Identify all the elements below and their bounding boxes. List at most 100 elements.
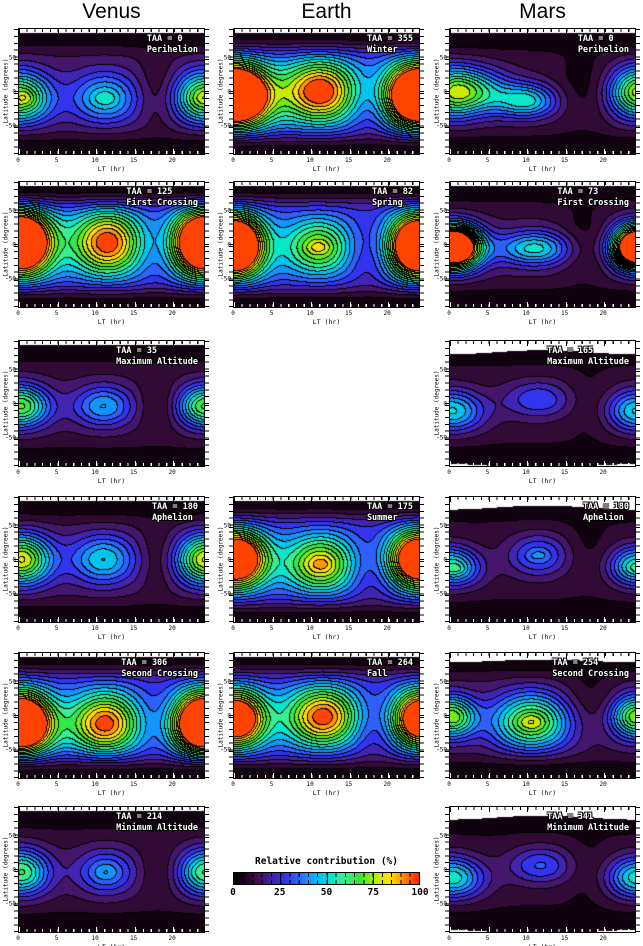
y-major-tick [204, 59, 209, 61]
y-major-tick [419, 212, 424, 214]
y-major-tick [635, 246, 640, 248]
axis-minor-ticks-right [205, 182, 209, 307]
x-major-tick [173, 29, 175, 34]
y-major-tick [14, 904, 19, 906]
y-tick-label: 0 [12, 88, 16, 96]
y-major-tick [229, 527, 234, 529]
x-major-tick [450, 773, 451, 778]
colorbar-major-tick [372, 873, 374, 884]
y-major-tick [229, 750, 234, 752]
y-major-tick [229, 246, 234, 248]
panel-mars-row4: TAA = 180 Aphelion 0 5 10 15 20 LT (hr) 50 0 -50 La… [434, 496, 640, 646]
x-tick-label: 5 [54, 935, 59, 942]
x-tick-label: 0 [447, 625, 451, 632]
x-major-tick [134, 617, 136, 622]
y-tick-label: 0 [12, 556, 16, 564]
y-tick-label: -50 [436, 275, 447, 283]
x-major-tick [311, 29, 313, 34]
x-major-tick [527, 182, 529, 187]
x-major-tick [311, 497, 313, 502]
y-major-tick [445, 279, 450, 281]
x-major-tick [527, 461, 529, 466]
y-major-tick [204, 405, 209, 407]
x-major-tick [450, 497, 451, 502]
y-major-tick [635, 594, 640, 596]
x-axis-title: LT (hr) [528, 165, 557, 173]
x-major-tick [311, 617, 313, 622]
x-tick-label: 15 [130, 625, 138, 632]
x-major-tick [234, 302, 235, 307]
x-major-tick [19, 341, 20, 346]
x-tick-label: 0 [447, 469, 451, 476]
axis-minor-ticks-right [205, 807, 209, 932]
y-major-tick [635, 371, 640, 373]
x-major-tick [234, 182, 235, 187]
x-tick-label: 0 [231, 310, 235, 317]
axis-minor-ticks-right [636, 807, 640, 932]
y-tick-label: 50 [439, 366, 447, 374]
x-major-tick [565, 773, 567, 778]
orbit-phase-label: Fall [366, 668, 388, 679]
plot-frame: TAA = 180 Aphelion [14, 496, 209, 623]
contour-plot-canvas [234, 497, 419, 622]
y-tick-label: 50 [439, 832, 447, 840]
y-tick-label: 0 [12, 241, 16, 249]
x-major-tick [19, 182, 20, 187]
x-major-tick [450, 29, 451, 34]
x-major-tick [604, 807, 606, 812]
y-major-tick [445, 371, 450, 373]
y-major-tick [445, 438, 450, 440]
x-tick-label: 15 [561, 935, 569, 942]
x-major-tick [488, 182, 490, 187]
x-major-tick [57, 617, 59, 622]
y-tick-label: 50 [439, 54, 447, 62]
x-tick-label: 10 [522, 625, 530, 632]
x-major-tick [527, 302, 529, 307]
axis-minor-ticks-right [205, 497, 209, 622]
y-axis-title: Latitude (degrees) [2, 526, 10, 592]
x-tick-label: 5 [269, 781, 274, 788]
x-major-tick [488, 29, 490, 34]
orbit-phase-label: Perihelion [577, 44, 629, 55]
x-major-tick [388, 773, 390, 778]
x-major-tick [527, 149, 529, 154]
x-major-tick [272, 497, 274, 502]
taa-annotation: TAA = 175 Summer [367, 502, 413, 523]
x-major-tick [96, 149, 98, 154]
x-tick-label: 0 [16, 310, 20, 317]
y-major-tick [14, 405, 19, 407]
x-tick-label: 5 [269, 625, 274, 632]
axis-minor-ticks-right [636, 653, 640, 778]
x-major-tick [134, 29, 136, 34]
x-major-tick [173, 302, 175, 307]
colorbar-tick-label: 100 [411, 887, 429, 898]
axis-minor-ticks-right [420, 653, 424, 778]
taa-value: TAA = 341 [547, 812, 594, 822]
y-axis-title: Latitude (degrees) [433, 836, 441, 902]
x-major-tick [488, 927, 490, 932]
orbit-phase-label: Minimum Altitude [116, 822, 198, 833]
y-major-tick [204, 561, 209, 563]
x-tick-label: 5 [269, 310, 274, 317]
y-tick-label: 50 [223, 54, 231, 62]
x-major-tick [96, 341, 98, 346]
x-axis-title: LT (hr) [97, 477, 126, 485]
y-axis-title: Latitude (degrees) [433, 682, 441, 748]
axis-minor-ticks-right [205, 653, 209, 778]
x-major-tick [349, 149, 351, 154]
y-major-tick [229, 279, 234, 281]
y-major-tick [445, 594, 450, 596]
y-tick-label: -50 [436, 900, 447, 908]
x-axis-title: LT (hr) [449, 943, 636, 946]
x-axis-title: LT (hr) [528, 477, 557, 485]
x-major-tick [57, 149, 59, 154]
x-tick-label: 0 [231, 781, 235, 788]
panel-mars-row5: TAA = 254 Second Crossing 0 5 10 15 20 LT (hr) 5… [434, 652, 640, 802]
orbit-phase-label: Minimum Altitude [547, 822, 629, 833]
x-major-tick [450, 927, 451, 932]
y-major-tick [419, 126, 424, 128]
x-major-tick [19, 302, 20, 307]
y-major-tick [14, 126, 19, 128]
